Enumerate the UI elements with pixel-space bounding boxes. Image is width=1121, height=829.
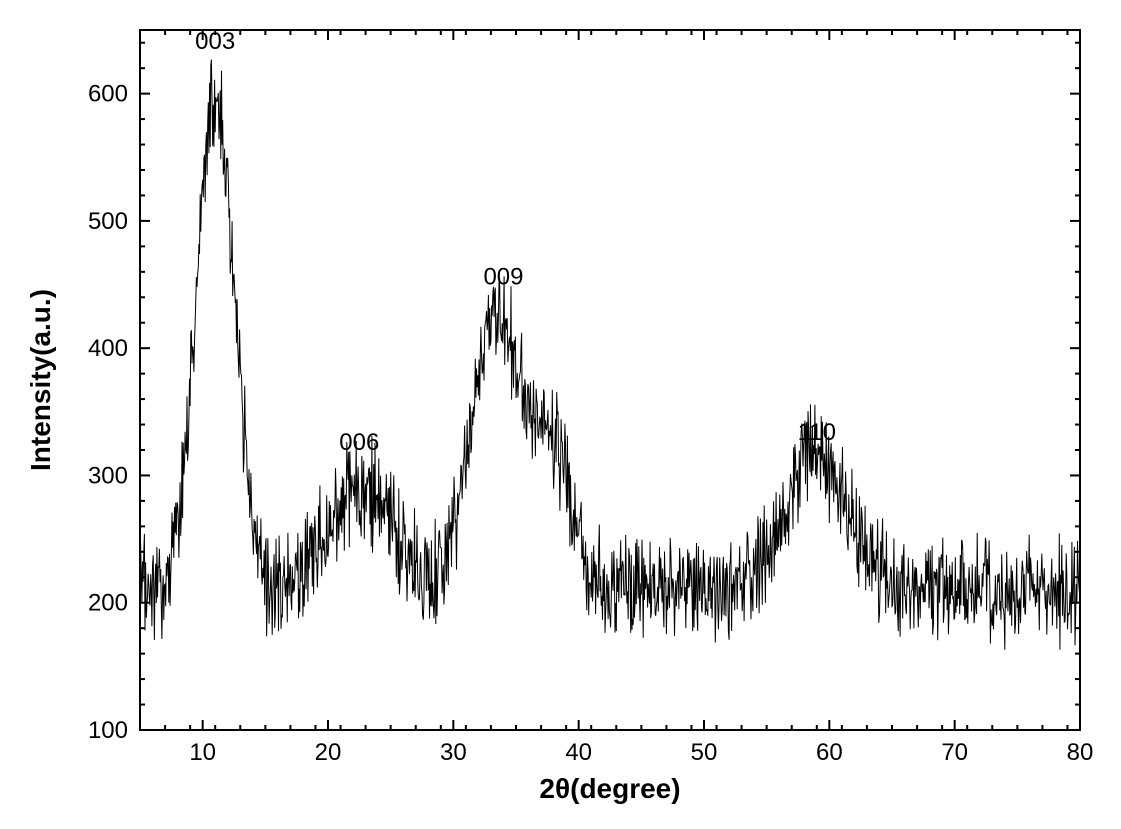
svg-text:70: 70 [941, 739, 968, 766]
peak-label: 003 [195, 28, 235, 55]
svg-text:Intensity(a.u.): Intensity(a.u.) [25, 289, 56, 471]
svg-text:50: 50 [691, 739, 718, 766]
peak-label: 006 [339, 429, 379, 456]
svg-text:100: 100 [88, 717, 128, 744]
xrd-chart: 10 20 30 40 50 60 70 80 100 200 300 400 500 600 2θ(deg… [0, 0, 1121, 829]
svg-text:80: 80 [1067, 739, 1094, 766]
svg-text:60: 60 [816, 739, 843, 766]
peak-label: 009 [483, 264, 523, 291]
chart-svg: 10 20 30 40 50 60 70 80 100 200 300 400 500 600 2θ(deg… [0, 0, 1121, 829]
svg-text:500: 500 [88, 208, 128, 235]
svg-text:20: 20 [315, 739, 342, 766]
svg-text:600: 600 [88, 81, 128, 108]
svg-text:400: 400 [88, 335, 128, 362]
svg-text:300: 300 [88, 462, 128, 489]
svg-text:10: 10 [189, 739, 216, 766]
svg-text:2θ(degree): 2θ(degree) [539, 773, 680, 804]
peak-label: 110 [798, 419, 836, 446]
svg-text:30: 30 [440, 739, 467, 766]
svg-text:200: 200 [88, 590, 128, 617]
svg-text:40: 40 [565, 739, 592, 766]
